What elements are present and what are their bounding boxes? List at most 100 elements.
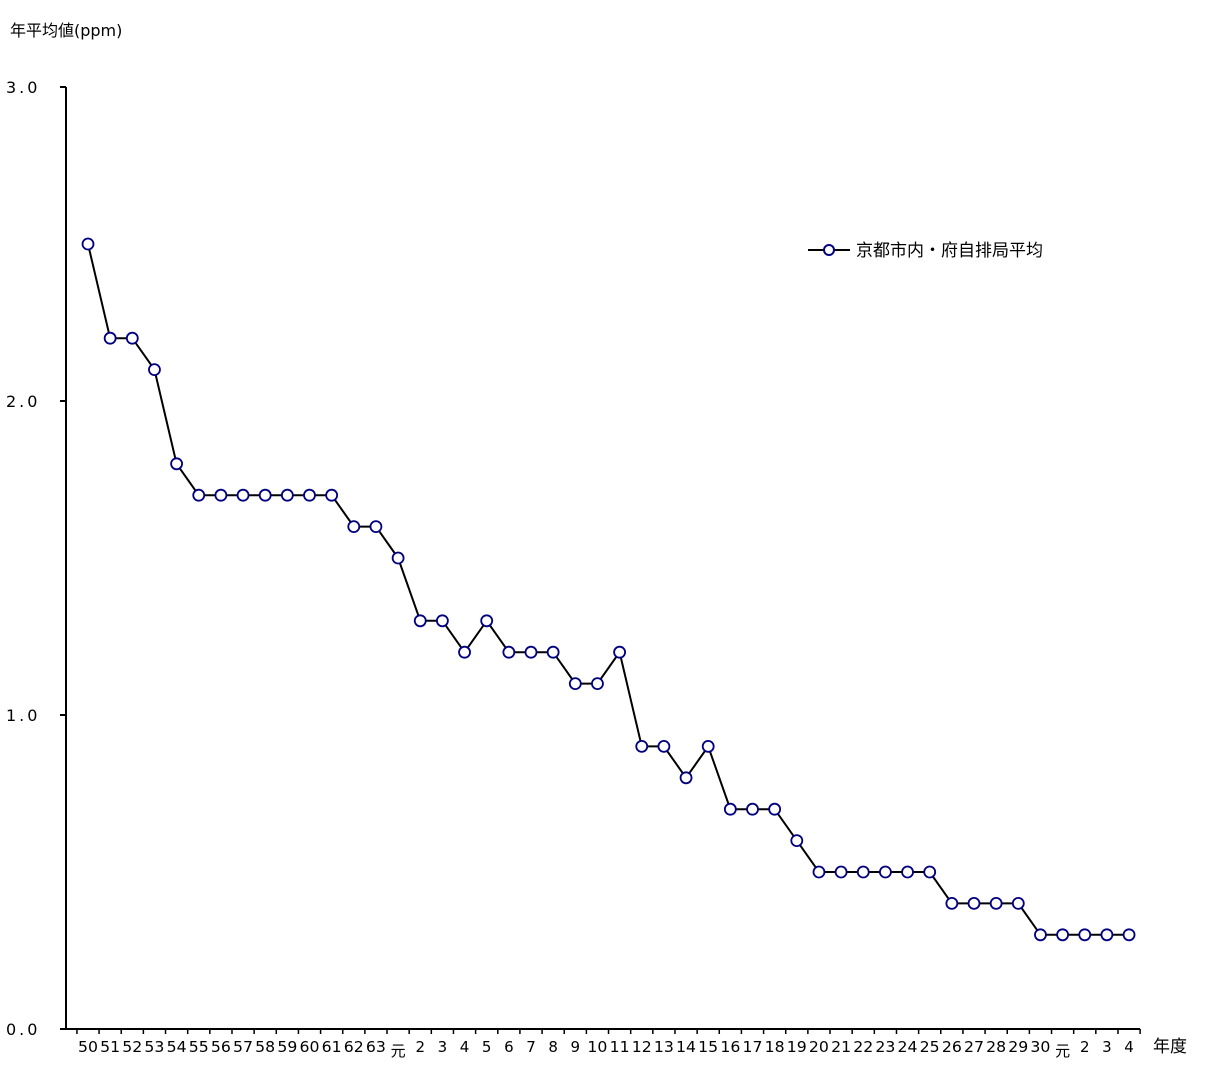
x-tick-label: 15 (698, 1038, 718, 1056)
x-tick-label: 10 (587, 1038, 607, 1056)
x-tick-label: 7 (526, 1038, 536, 1056)
y-axis-label: 年平均値(ppm) (10, 21, 122, 40)
data-point (435, 614, 449, 628)
x-tick-label: 2 (1080, 1038, 1090, 1056)
data-point (746, 802, 759, 816)
legend: 京都市内・府自排局平均 (808, 241, 1043, 261)
x-tick-label: 3 (438, 1038, 448, 1056)
data-point (679, 771, 693, 785)
x-tick-label: 4 (460, 1038, 470, 1056)
x-tick-label: 21 (831, 1038, 851, 1056)
x-tick-label: 13 (654, 1038, 674, 1056)
data-point (568, 677, 582, 690)
data-point (967, 897, 981, 910)
data-point (923, 865, 937, 879)
data-point (369, 520, 383, 533)
data-point (1100, 928, 1114, 942)
data-point (391, 551, 405, 565)
data-point (170, 457, 184, 471)
data-point (524, 645, 538, 659)
x-tick-label: 56 (211, 1038, 231, 1056)
data-point (236, 488, 250, 502)
x-tick-label: 53 (144, 1038, 164, 1056)
data-point (613, 645, 626, 659)
x-tick-label: 17 (743, 1038, 763, 1056)
data-point (1056, 928, 1069, 942)
x-tick-label: 24 (898, 1038, 918, 1056)
x-tick-label: 50 (78, 1038, 98, 1056)
x-tick-label: 23 (875, 1038, 895, 1056)
y-ticks: 0.0 1.0 2.0 3.0 (6, 78, 66, 1039)
data-point (723, 802, 737, 816)
data-point (945, 897, 959, 910)
x-tick-label: 27 (964, 1038, 984, 1056)
x-tick-label: 55 (189, 1038, 209, 1056)
x-tick-label: 63 (366, 1038, 386, 1056)
x-tick-label: 12 (632, 1038, 652, 1056)
data-point (502, 645, 516, 659)
data-point (657, 740, 671, 753)
x-tick-label: 54 (167, 1038, 187, 1056)
data-point (125, 331, 139, 345)
data-point (103, 331, 117, 345)
x-tick-label: 25 (920, 1038, 940, 1056)
data-point (325, 488, 339, 502)
data-point (480, 614, 494, 628)
data-point (413, 614, 427, 628)
x-tick-label: 3 (1102, 1038, 1112, 1056)
x-tick-label: 元 (1055, 1042, 1070, 1060)
y-tick-label: 3.0 (6, 78, 40, 97)
x-tick-label: 51 (100, 1038, 120, 1056)
data-point (591, 677, 604, 690)
x-tick-label: 30 (1030, 1038, 1050, 1056)
data-point (258, 488, 272, 502)
series-line (87, 243, 1130, 936)
data-point (901, 865, 914, 879)
x-tick-label: 57 (233, 1038, 253, 1056)
data-point (214, 488, 228, 502)
data-point (768, 802, 782, 816)
data-point (280, 488, 294, 502)
x-tick-label: 28 (986, 1038, 1006, 1056)
x-tick-label: 4 (1124, 1038, 1134, 1056)
x-tick-label: 11 (610, 1038, 630, 1056)
data-point (546, 645, 560, 659)
x-tick-label: 元 (391, 1042, 406, 1060)
data-point (1078, 928, 1092, 942)
x-tick-label: 8 (548, 1038, 558, 1056)
data-point (303, 488, 316, 502)
x-tick-label: 58 (255, 1038, 275, 1056)
data-point (347, 520, 361, 533)
data-point (879, 865, 892, 879)
data-point (635, 740, 649, 753)
data-point (458, 645, 471, 659)
x-tick-label: 61 (322, 1038, 342, 1056)
y-tick-label: 0.0 (6, 1020, 40, 1039)
legend-marker-swatch (823, 244, 835, 256)
y-tick-label: 2.0 (6, 392, 40, 411)
x-tick-label: 26 (942, 1038, 962, 1056)
x-tick-label: 2 (415, 1038, 425, 1056)
data-point (1122, 928, 1136, 942)
x-tick-label: 62 (344, 1038, 364, 1056)
data-point (989, 897, 1003, 910)
x-tick-label: 29 (1008, 1038, 1028, 1056)
data-point (81, 237, 95, 251)
series-layer (81, 237, 1136, 942)
axes (65, 87, 1141, 1030)
x-tick-label: 60 (300, 1038, 320, 1056)
x-tick-label: 9 (571, 1038, 581, 1056)
data-point (856, 865, 870, 879)
data-point (148, 363, 161, 377)
x-ticks: 50 51 52 53 54 55 56 57 58 59 60 61 62 63 元 2 3 4 5 6 7 8 9 10 1… (76, 1029, 1141, 1060)
data-point (834, 865, 848, 879)
x-axis-label: 年度 (1153, 1037, 1187, 1057)
data-point (701, 740, 715, 753)
x-tick-label: 52 (122, 1038, 142, 1056)
x-tick-label: 6 (504, 1038, 514, 1056)
data-point (192, 488, 206, 502)
data-point (812, 865, 826, 879)
x-tick-label: 19 (787, 1038, 807, 1056)
